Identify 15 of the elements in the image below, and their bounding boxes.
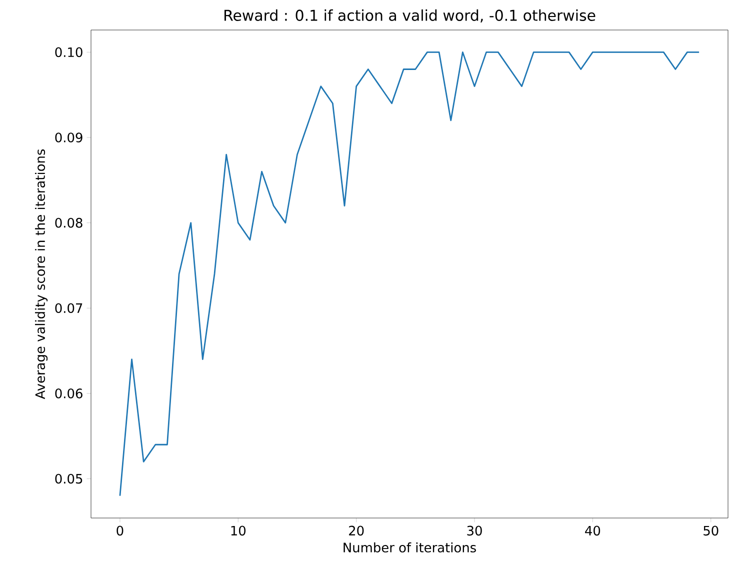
chart-title: Reward : 0.1 if action a valid word, -0.1 otherwise	[224, 9, 596, 22]
y-tick-label: 0.05	[55, 474, 82, 484]
x-tick-label: 20	[349, 526, 364, 536]
y-tick-label: 0.08	[55, 218, 82, 228]
x-tick-label: 10	[231, 526, 246, 536]
y-tick-label: 0.06	[55, 388, 82, 398]
y-tick-label: 0.07	[55, 303, 82, 314]
x-axis-title: Number of iterations	[344, 542, 476, 552]
x-tick-label: 30	[467, 526, 482, 536]
y-tick-label: 0.10	[55, 47, 82, 58]
x-tick-label: 50	[704, 526, 718, 536]
x-tick-label: 0	[116, 526, 124, 536]
y-axis-title: Average validity score in the iterations	[35, 149, 48, 400]
x-tick-label: 40	[585, 526, 600, 536]
y-tick-label: 0.09	[55, 132, 82, 142]
